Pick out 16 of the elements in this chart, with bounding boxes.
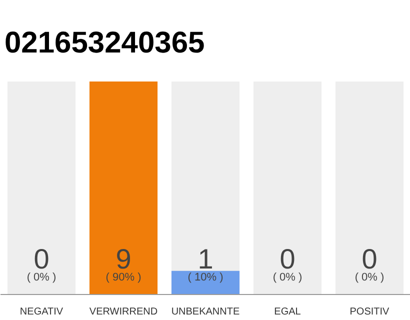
annotation: ( 0% ): [272, 272, 302, 284]
x-tick-label: UNBEKANNTE: [171, 306, 240, 318]
annotation: ( 10% ): [188, 272, 224, 284]
data-label: 1: [198, 244, 214, 274]
x-tick-label: NEGATIV: [20, 306, 64, 318]
annotation: ( 0% ): [354, 272, 384, 284]
annotation: ( 0% ): [26, 272, 56, 284]
data-label: 0: [34, 244, 50, 274]
x-tick-label: POSITIV: [350, 306, 390, 318]
annotation: ( 90% ): [106, 272, 142, 284]
x-tick-label: VERWIRREND: [89, 306, 158, 318]
x-tick-label: EGAL: [274, 306, 302, 318]
data-label: 0: [362, 244, 378, 274]
data-label: 0: [280, 244, 296, 274]
chart-title: 021653240365: [4, 26, 205, 60]
data-label: 9: [116, 244, 132, 274]
